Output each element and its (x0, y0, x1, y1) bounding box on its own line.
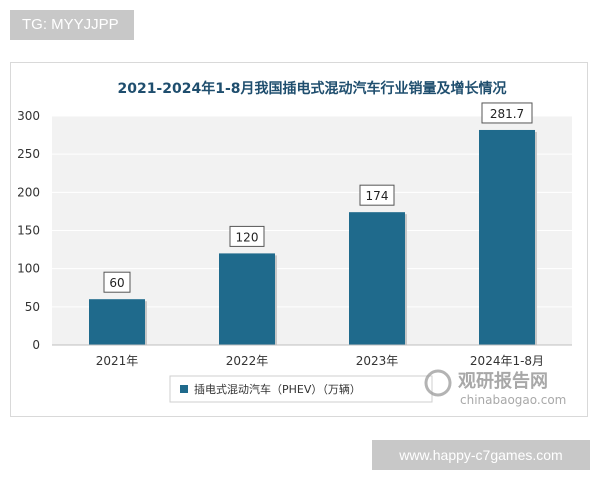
y-tick-label: 250 (17, 147, 40, 161)
y-tick-label: 300 (17, 109, 40, 123)
legend-swatch (180, 385, 188, 393)
logo-icon (424, 369, 452, 397)
x-tick-label: 2024年1-8月 (470, 354, 544, 368)
bar (219, 253, 275, 345)
y-tick-label: 0 (32, 338, 40, 352)
y-tick-label: 100 (17, 262, 40, 276)
bar (479, 129, 535, 345)
logo: 观研报告网 chinabaogao.com (424, 369, 566, 407)
data-label-box (103, 271, 131, 293)
y-axis: 0 50 100 150 200 250 300 (17, 109, 40, 352)
data-label: 281.7 (490, 107, 524, 121)
legend-label: 插电式混动汽车（PHEV）（万辆） (194, 382, 361, 396)
legend-frame (169, 375, 433, 403)
data-label-box (481, 102, 533, 124)
bottom-watermark-tag: www.happy-c7games.com (372, 440, 590, 470)
data-label-box (359, 184, 395, 206)
x-axis: 2021年 2022年 2023年 2024年1-8月 (52, 344, 572, 368)
y-tick-label: 200 (17, 185, 40, 199)
logo-name: 观研报告网 (458, 370, 548, 392)
data-label: 174 (366, 189, 389, 203)
data-label: 60 (109, 276, 124, 290)
bar (349, 212, 405, 345)
x-tick-label: 2021年 (96, 354, 139, 368)
data-label-box (229, 225, 265, 247)
bars (89, 129, 537, 345)
logo-url: chinabaogao.com (460, 393, 566, 407)
x-tick-label: 2022年 (226, 354, 269, 368)
bar (89, 299, 145, 345)
x-tick-label: 2023年 (356, 354, 399, 368)
top-watermark-tag: TG: MYYJJPP (10, 10, 134, 40)
y-tick-label: 150 (17, 224, 40, 238)
data-label: 120 (236, 230, 259, 244)
y-tick-label: 50 (25, 300, 40, 314)
chart-title: 2021-2024年1-8月我国插电式混动汽车行业销量及增长情况 (117, 80, 506, 97)
legend: 插电式混动汽车（PHEV）（万辆） (169, 375, 433, 403)
data-labels: 60 120 174 281.7 (103, 102, 533, 293)
